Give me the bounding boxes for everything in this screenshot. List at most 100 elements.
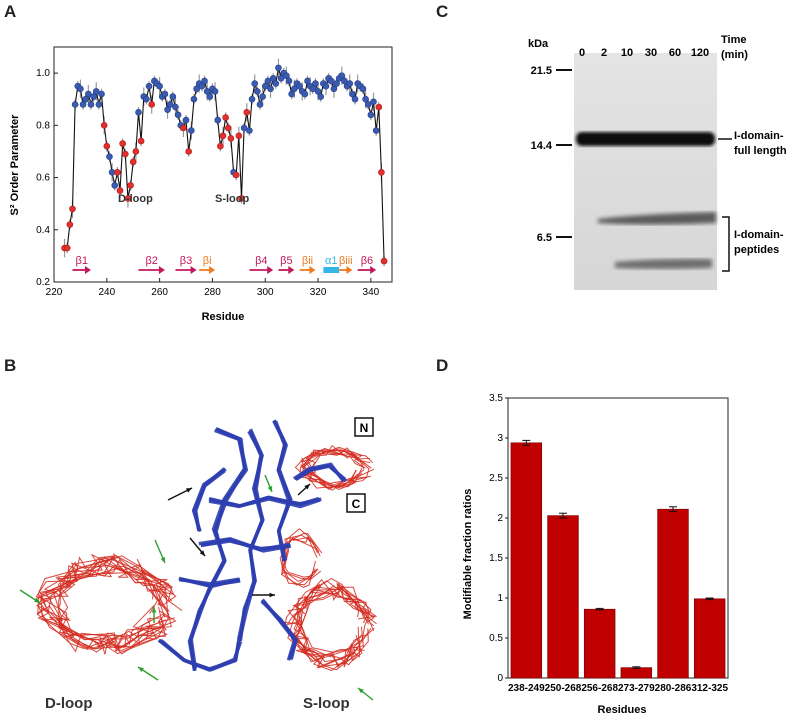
time-label: Time xyxy=(721,34,746,46)
flexible-point xyxy=(180,124,187,132)
flexible-point xyxy=(119,140,126,147)
rigid-point xyxy=(201,77,208,85)
rigid-point xyxy=(82,95,89,103)
core-trace xyxy=(261,598,298,660)
y-tick-label: 0 xyxy=(497,673,503,684)
s-loop-trace xyxy=(295,577,372,666)
category-label: 238-249 xyxy=(508,683,545,694)
strand-label: β6 xyxy=(361,255,373,267)
rigid-point xyxy=(246,127,253,134)
rigid-point xyxy=(169,93,177,100)
pointer-arrow-head xyxy=(358,688,364,694)
d-loop-trace xyxy=(35,555,169,652)
rigid-point xyxy=(267,85,274,93)
flexible-point xyxy=(114,169,121,176)
flexible-point xyxy=(63,244,71,252)
strand-label: β3 xyxy=(180,255,192,267)
flexible-point xyxy=(137,137,145,145)
x-tick-label: 320 xyxy=(310,287,327,298)
rigid-point xyxy=(362,95,369,103)
pointer-arrow-head xyxy=(151,607,157,613)
rigid-point xyxy=(351,95,359,103)
strand-label: βiii xyxy=(339,255,353,267)
strand-arrow-head xyxy=(209,266,216,274)
rigid-point xyxy=(277,75,285,82)
flexible-point xyxy=(116,187,124,194)
bar xyxy=(620,667,653,679)
core-trace xyxy=(189,427,247,670)
panel-a-order-parameter-plot: 220 240 260 280 300 320 340 0.2 0.4 0.6 0.8 1.0 β1 β… xyxy=(9,46,393,323)
y-tick-label: 1.5 xyxy=(489,553,503,564)
y-tick-label: 3.5 xyxy=(489,393,503,404)
rigid-point xyxy=(79,101,87,108)
rigid-point xyxy=(301,90,309,98)
flexible-point xyxy=(380,257,388,265)
flexible-point xyxy=(378,169,385,176)
rigid-point xyxy=(259,93,266,100)
y-tick-label: 2.5 xyxy=(489,473,503,484)
flexible-loop-ensemble xyxy=(35,444,378,672)
flexible-point xyxy=(129,158,137,166)
rigid-point xyxy=(370,98,377,106)
rigid-point xyxy=(283,72,290,80)
marker-6-5: 6.5 xyxy=(537,232,552,244)
flexible-point xyxy=(227,135,235,142)
panel-letter-c: C xyxy=(436,2,449,21)
core-trace xyxy=(200,537,290,553)
d-loop-trace xyxy=(36,556,172,652)
category-label: 280-286 xyxy=(655,683,692,694)
rigid-point xyxy=(314,88,322,95)
rigid-point xyxy=(143,95,150,103)
pointer-arrow-head xyxy=(267,486,273,492)
rigid-point xyxy=(285,77,293,85)
rigid-point xyxy=(269,75,277,82)
time-point-60: 60 xyxy=(669,47,681,59)
rigid-point xyxy=(275,64,282,72)
strand-arrow-head xyxy=(309,266,316,274)
s-loop-trace xyxy=(281,585,370,666)
rigid-point xyxy=(364,101,372,108)
flexible-point xyxy=(224,124,232,132)
rigid-point xyxy=(322,82,330,90)
core-trace xyxy=(178,576,241,588)
strand-label: β1 xyxy=(76,255,88,267)
x-tick-label: 220 xyxy=(46,287,63,298)
rigid-point xyxy=(240,124,248,132)
rigid-point xyxy=(359,85,367,93)
rigid-point xyxy=(156,82,163,90)
time-point-10: 10 xyxy=(621,47,633,59)
y-tick-label: 0.8 xyxy=(36,120,50,131)
d-loop-trace xyxy=(40,556,176,650)
rigid-point xyxy=(330,85,338,93)
strand-label: α1 xyxy=(325,255,337,267)
pointer-arrow-head xyxy=(199,550,205,556)
flexible-point xyxy=(219,132,227,140)
rigid-point xyxy=(312,80,319,87)
core-trace xyxy=(158,638,242,671)
s-loop-trace xyxy=(290,582,372,653)
rigid-point xyxy=(254,88,261,95)
rigid-point xyxy=(288,90,295,98)
peptides-bracket xyxy=(722,216,730,272)
strand-arrow-head xyxy=(346,266,353,274)
rigid-point xyxy=(251,80,258,87)
rigid-point xyxy=(92,88,100,95)
c-terminus-label: C xyxy=(352,497,361,511)
rigid-point xyxy=(272,80,280,87)
c-terminus-box xyxy=(346,493,366,513)
rigid-point xyxy=(338,72,346,80)
peptide-band-upper xyxy=(598,212,716,225)
rigid-point xyxy=(198,82,206,90)
rigid-point xyxy=(214,116,222,124)
rigid-point xyxy=(145,82,153,90)
n-terminus-label: N xyxy=(360,421,369,435)
gel-image xyxy=(574,53,717,290)
flexible-point xyxy=(148,101,156,108)
rigid-point xyxy=(106,153,113,160)
panel-letter-a: A xyxy=(4,2,17,21)
d-loop-trace xyxy=(39,556,173,637)
y-tick-label: 0.2 xyxy=(36,277,50,288)
flexible-point xyxy=(127,182,134,189)
core-trace xyxy=(208,495,320,508)
